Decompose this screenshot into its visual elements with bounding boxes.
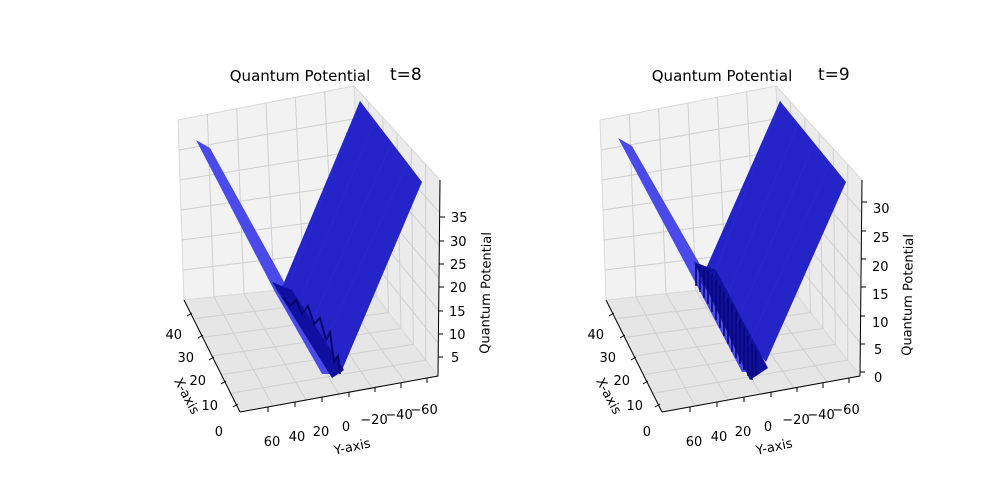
y-tick-label: −40 xyxy=(807,408,834,423)
y-tick-label: 40 xyxy=(711,430,728,445)
x-tick-marks xyxy=(608,312,661,408)
z-tick-label: 25 xyxy=(450,258,467,273)
y-tick-label: 60 xyxy=(686,435,703,450)
y-axis-line xyxy=(239,375,439,413)
subplot-right: 0 10 20 30 40 60 40 20 0 −20 −40 −60 0 5… xyxy=(587,65,917,459)
x-axis-line xyxy=(605,299,663,413)
z-tick-label: 10 xyxy=(872,316,889,331)
y-tick-label: −20 xyxy=(360,413,387,428)
y-tick-label: 60 xyxy=(264,435,281,450)
y-tick-label: 20 xyxy=(313,425,330,440)
z-axis-line xyxy=(437,179,441,377)
z-tick-label: 15 xyxy=(449,305,466,320)
y-tick-labels: 60 40 20 0 −20 −40 −60 xyxy=(686,403,860,450)
x-tick-label: 0 xyxy=(643,425,651,440)
time-label: t=8 xyxy=(390,65,422,85)
z-tick-label: 30 xyxy=(873,202,890,217)
x-tick-label: 10 xyxy=(201,399,218,414)
grid-line xyxy=(230,359,426,394)
z-tick-label: 35 xyxy=(451,211,468,226)
z-tick-marks xyxy=(860,201,867,373)
z-tick-marks xyxy=(438,216,445,358)
z-tick-label: 20 xyxy=(872,260,889,275)
z-tick-label: 25 xyxy=(873,231,890,246)
surface-mesh xyxy=(299,119,376,301)
time-label: t=9 xyxy=(818,65,850,85)
y-tick-label: 20 xyxy=(735,425,752,440)
z-tick-label: 20 xyxy=(450,281,467,296)
z-tick-label: 30 xyxy=(450,235,467,250)
z-tick-label: 15 xyxy=(872,288,889,303)
y-tick-label: −60 xyxy=(410,403,437,418)
y-tick-label: −60 xyxy=(832,403,859,418)
surface-mesh xyxy=(323,161,409,345)
surface-right-wing xyxy=(280,101,422,370)
surface-mesh xyxy=(723,123,799,303)
y-tick-label: 0 xyxy=(764,420,772,435)
y-tick-labels: 60 40 20 0 −20 −40 −60 xyxy=(264,403,438,450)
z-tick-label: 5 xyxy=(451,351,459,366)
z-tick-labels: 5 10 15 20 25 30 35 xyxy=(449,211,468,366)
x-tick-label: 20 xyxy=(189,374,206,389)
y-tick-label: 40 xyxy=(289,430,306,445)
z-axis-line xyxy=(859,179,863,377)
surface-trough-edge xyxy=(283,297,341,375)
x-tick-marks xyxy=(186,312,239,408)
z-axis-label: Quantum Potential xyxy=(900,234,917,356)
surface-mesh xyxy=(735,143,815,325)
y-tick-marks xyxy=(267,378,428,412)
surface xyxy=(196,100,422,378)
surface-mesh xyxy=(711,100,781,281)
y-tick-label: −40 xyxy=(385,408,412,423)
y-tick-label: −20 xyxy=(782,413,809,428)
x-tick-label: 40 xyxy=(587,328,604,343)
y-axis-line xyxy=(661,375,861,413)
y-tick-label: 0 xyxy=(342,420,350,435)
surface xyxy=(618,100,846,380)
chart-title: Quantum Potential xyxy=(230,67,371,85)
z-tick-labels: 0 5 10 15 20 25 30 xyxy=(872,202,890,386)
surface-mesh xyxy=(311,141,393,323)
surface-right-wing xyxy=(700,101,846,362)
x-tick-label: 20 xyxy=(613,374,630,389)
x-tick-label: 10 xyxy=(626,399,643,414)
x-tick-label: 30 xyxy=(177,351,194,366)
z-tick-label: 5 xyxy=(874,343,882,358)
surface-mesh xyxy=(747,163,831,347)
y-tick-marks xyxy=(689,378,850,412)
surface-left-wing xyxy=(618,138,750,372)
z-axis-label: Quantum Potential xyxy=(478,232,495,354)
surface-mesh xyxy=(289,100,361,283)
x-tick-labels: 0 10 20 30 40 xyxy=(587,328,651,440)
z-tick-label: 0 xyxy=(874,371,882,386)
subplot-left: 0 10 20 30 40 60 40 20 0 −20 −40 −60 5 1… xyxy=(165,65,495,459)
x-tick-label: 30 xyxy=(599,351,616,366)
x-tick-labels: 0 10 20 30 40 xyxy=(165,328,223,440)
chart-title: Quantum Potential xyxy=(652,67,793,85)
x-axis-line xyxy=(183,299,241,413)
z-tick-label: 10 xyxy=(449,328,466,343)
surface-spikes xyxy=(695,264,757,380)
x-tick-label: 0 xyxy=(215,425,223,440)
x-tick-label: 40 xyxy=(165,328,182,343)
